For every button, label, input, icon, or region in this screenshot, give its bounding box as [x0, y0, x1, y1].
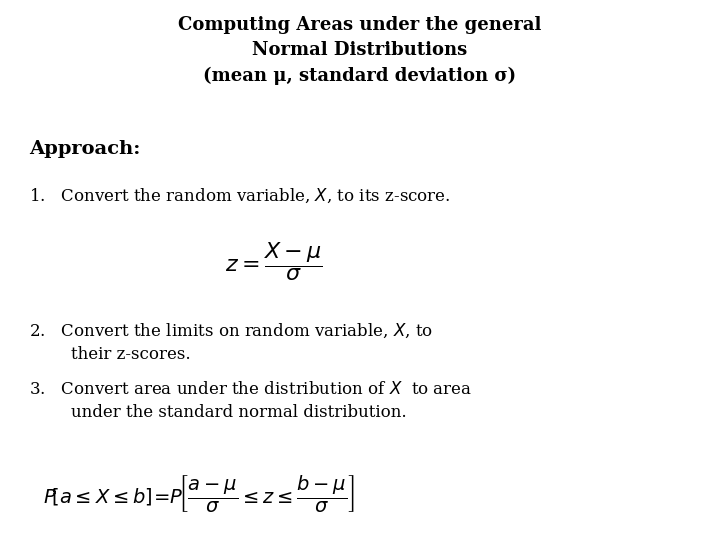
- Text: $z = \dfrac{X - \mu}{\sigma}$: $z = \dfrac{X - \mu}{\sigma}$: [225, 240, 323, 284]
- Text: Computing Areas under the general
Normal Distributions
(mean μ, standard deviati: Computing Areas under the general Normal…: [179, 16, 541, 85]
- Text: 3.   Convert area under the distribution of $X$  to area
        under the stand: 3. Convert area under the distribution o…: [29, 381, 472, 421]
- Text: Approach:: Approach:: [29, 140, 140, 158]
- Text: 1.   Convert the random variable, $X$, to its z-score.: 1. Convert the random variable, $X$, to …: [29, 186, 450, 205]
- Text: $P\!\left[a \leq X \leq b\right]\!=\! P\!\left[\dfrac{a - \mu}{\sigma} \leq z \l: $P\!\left[a \leq X \leq b\right]\!=\! P\…: [43, 472, 356, 514]
- Text: 2.   Convert the limits on random variable, $X$, to
        their z-scores.: 2. Convert the limits on random variable…: [29, 321, 433, 363]
